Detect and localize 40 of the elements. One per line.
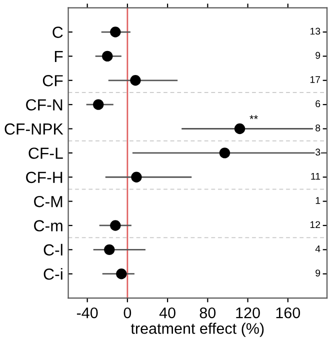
annotation: 4 <box>315 245 320 252</box>
y-tick-label: C <box>52 26 63 38</box>
x-tick-label: 0 <box>124 307 132 318</box>
y-tick-label: F <box>54 51 63 62</box>
point <box>130 75 141 86</box>
annotation: 8 <box>316 124 320 132</box>
x-tick-label: 80 <box>200 307 216 318</box>
point <box>110 220 121 231</box>
x-tick-label: 160 <box>276 307 300 318</box>
y-tick-label: CF-N <box>26 99 62 111</box>
point <box>93 99 104 110</box>
annotation: 13 <box>310 28 320 35</box>
y-tick-label: C-M <box>34 196 62 208</box>
point <box>102 50 113 62</box>
annotation: 11 <box>311 172 320 180</box>
y-tick-label: C-i <box>44 268 62 280</box>
annotation: 6 <box>316 100 320 108</box>
y-tick-label: CF-L <box>28 148 63 159</box>
y-tick-label: CF <box>42 75 63 86</box>
annotation: 17 <box>310 76 320 83</box>
point <box>110 26 121 38</box>
y-tick-label: C-m <box>34 220 62 232</box>
x-axis-title: treatment effect (%) <box>130 322 264 337</box>
annotation: 1 <box>316 197 320 204</box>
y-tick-label: CF-H <box>26 172 62 184</box>
point <box>219 148 230 158</box>
x-tick-label: 40 <box>159 307 176 318</box>
annotation: 9 <box>316 52 320 59</box>
point <box>116 268 127 280</box>
annotation: 3 <box>316 148 320 156</box>
point <box>234 123 246 134</box>
y-tick-label: CF-NPK <box>4 123 64 135</box>
x-tick-label: 120 <box>236 307 260 318</box>
annotation: ** <box>250 115 258 120</box>
annotation: 12 <box>310 221 320 228</box>
x-tick-label: -40 <box>76 307 98 318</box>
point <box>131 172 142 182</box>
annotation: 9 <box>316 270 320 276</box>
y-tick-label: C-l <box>44 244 62 256</box>
point <box>104 244 115 256</box>
